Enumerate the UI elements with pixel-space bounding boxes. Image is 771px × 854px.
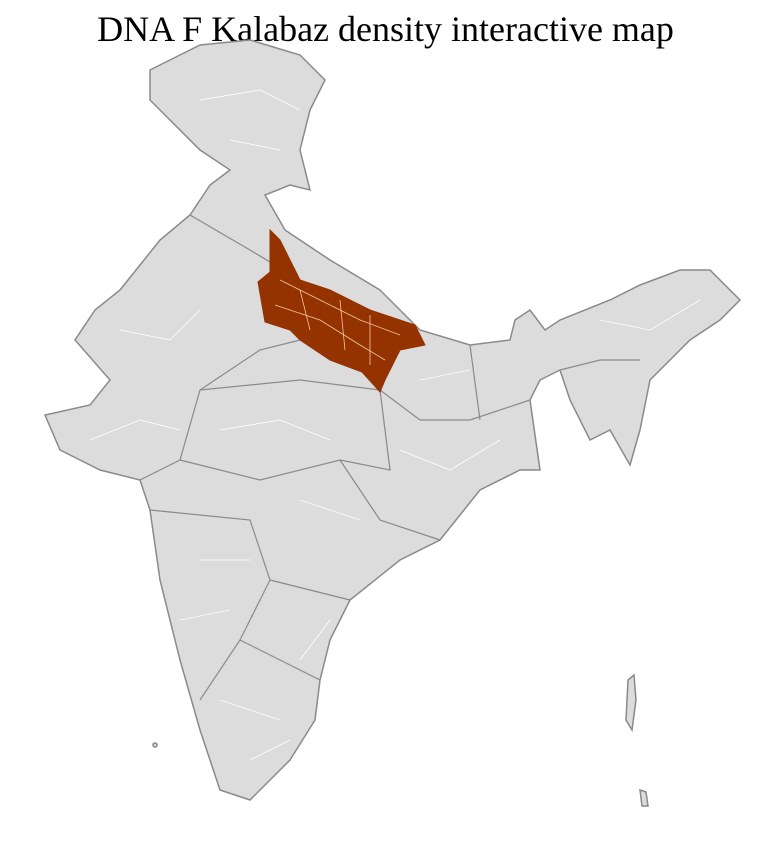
district-borders xyxy=(89,89,701,761)
india-outline[interactable] xyxy=(43,39,742,807)
highlighted-district-borders xyxy=(274,279,401,365)
nicobar-islands[interactable] xyxy=(639,788,649,807)
andaman-islands[interactable] xyxy=(625,673,637,733)
state-borders xyxy=(139,214,640,701)
map-title: DNA F Kalabaz density interactive map xyxy=(97,9,674,49)
india-mainland[interactable] xyxy=(43,39,742,801)
lakshadweep[interactable] xyxy=(152,742,158,748)
